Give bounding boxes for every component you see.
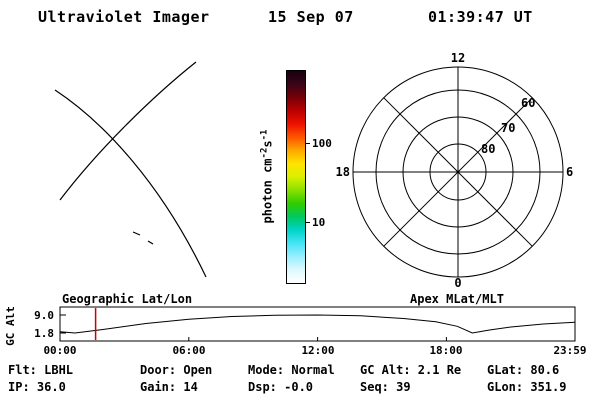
geographic-map-panel [54,61,207,278]
x-tick-label: 23:59 [553,344,586,357]
status-seq: Seq: 39 [360,380,411,394]
gc-alt-plot: 9.0 1.8 GC Alt 00:00 06:00 12:00 18:00 2… [4,306,587,357]
geographic-panel-label: Geographic Lat/Lon [62,292,193,306]
mlt-spoke-diagonal [383,97,533,247]
altitude-curve [59,314,575,334]
apex-polar-panel: 12 18 6 0 60 70 80 [336,51,574,290]
status-door: Door: Open [140,363,213,377]
status-ip: IP: 36.0 [8,380,66,394]
map-fragment [147,240,154,245]
unit-exp: -2 [259,147,270,159]
unit-exp: -1 [259,129,270,141]
map-fragment [132,231,141,236]
x-tick-label: 18:00 [429,344,462,357]
status-mode: Mode: Normal [248,363,335,377]
date-label: 15 Sep 07 [268,8,354,26]
mlat-label-80: 80 [481,142,495,156]
unit-mid: s [260,140,275,148]
y-tick-label: 1.8 [34,327,54,340]
mlt-label-6: 6 [566,165,573,179]
colorbar-tick-label: 100 [312,137,332,150]
x-tick-label: 06:00 [172,344,205,357]
mlat-label-60: 60 [521,96,535,110]
colorbar-tick [306,143,310,144]
plot-frame [59,306,576,342]
status-dsp: Dsp: -0.0 [248,380,314,394]
unit-prefix: photon cm [260,158,275,224]
mlat-label-70: 70 [501,121,515,135]
x-tick-label: 12:00 [301,344,334,357]
x-tick-label: 00:00 [43,344,76,357]
status-flt: Flt: LBHL [8,363,74,377]
colorbar-tick [306,222,310,223]
colorbar-unit-label: photon cm-2s-1 [260,97,275,257]
colorbar-tick-label: 10 [312,216,326,229]
colorbar-gradient [286,70,306,284]
lat-lon-gridline [59,61,197,201]
y-axis-label: GC Alt [4,306,17,346]
mlt-label-0: 0 [454,276,461,290]
status-gcalt: GC Alt: 2.1 Re [360,363,462,377]
time-label: 01:39:47 UT [428,8,533,26]
mlt-label-18: 18 [336,165,350,179]
y-tick-label: 9.0 [34,309,54,322]
status-gain: Gain: 14 [140,380,198,394]
lat-lon-gridline [54,89,207,278]
app-title: Ultraviolet Imager [38,8,210,26]
mlt-label-12: 12 [451,51,465,65]
status-glat: GLat: 80.6 [487,363,560,377]
status-glon: GLon: 351.9 [487,380,567,394]
apex-panel-label: Apex MLat/MLT [410,292,504,306]
